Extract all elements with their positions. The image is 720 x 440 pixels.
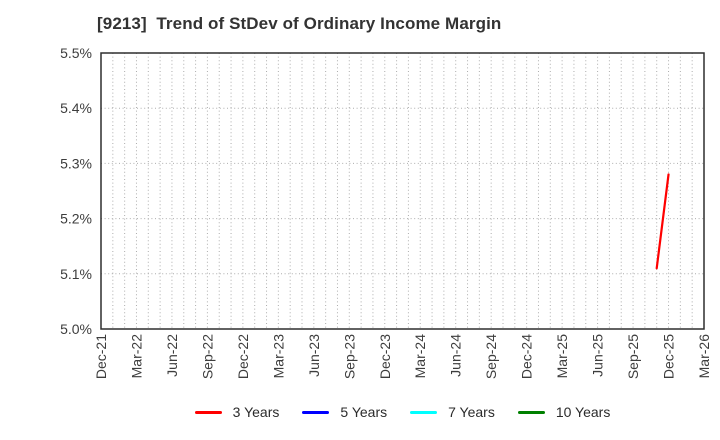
legend-line-swatch-red (194, 410, 222, 414)
legend-line-swatch-green (517, 410, 545, 414)
y-tick-label: 5.3% (60, 155, 92, 171)
x-tick-label: Dec-25 (661, 334, 677, 379)
legend-label: 7 Years (448, 404, 495, 420)
x-tick-label: Sep-25 (625, 334, 641, 379)
legend-item-10-years: 10 Years (517, 404, 611, 420)
plot-border (100, 52, 705, 330)
chart-legend: 3 Years 5 Years 7 Years 10 Years (101, 403, 704, 421)
legend-label: 10 Years (555, 404, 611, 420)
x-tick-label: Mar-26 (696, 334, 712, 379)
legend-line-swatch-cyan (410, 410, 438, 414)
y-tick-label: 5.4% (60, 100, 92, 116)
x-tick-label: Sep-22 (199, 334, 215, 379)
x-tick-label: Dec-22 (235, 334, 251, 379)
y-tick-label: 5.1% (60, 266, 92, 282)
x-tick-label: Dec-21 (93, 334, 109, 379)
y-tick-label: 5.5% (60, 45, 92, 61)
y-tick-label: 5.0% (60, 321, 92, 337)
x-tick-label: Jun-25 (590, 334, 606, 377)
x-tick-label: Dec-23 (377, 334, 393, 379)
chart-title: [9213] Trend of StDev of Ordinary Income… (97, 14, 502, 33)
x-tick-label: Jun-23 (306, 334, 322, 377)
x-tick-label: Mar-22 (128, 334, 144, 379)
y-tick-label: 5.2% (60, 211, 92, 227)
legend-line-swatch-blue (302, 410, 330, 414)
x-tick-label: Mar-23 (270, 334, 286, 379)
x-tick-label: Sep-23 (341, 334, 357, 379)
legend-item-5-years: 5 Years (302, 405, 387, 419)
x-tick-label: Jun-22 (164, 334, 180, 377)
legend-label: 5 Years (340, 404, 388, 420)
x-tick-label: Mar-25 (554, 334, 570, 379)
x-tick-label: Sep-24 (483, 334, 499, 379)
x-tick-label: Mar-24 (412, 334, 428, 379)
legend-item-7-years: 7 Years (410, 405, 495, 419)
legend-label: 3 Years (232, 404, 280, 420)
x-tick-label: Dec-24 (519, 334, 535, 379)
x-tick-label: Jun-24 (448, 334, 464, 377)
series-line-3-years (655, 173, 670, 270)
legend-item-3-years: 3 Years (194, 404, 280, 420)
